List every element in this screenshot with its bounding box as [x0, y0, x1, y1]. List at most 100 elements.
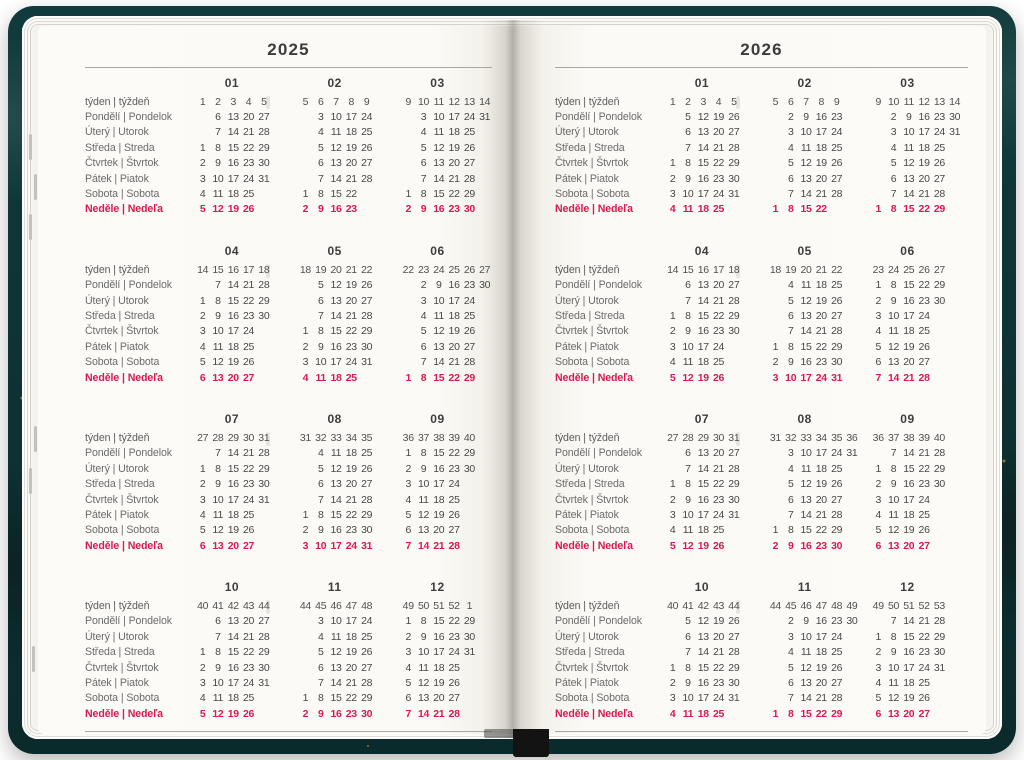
day-number: 10: [682, 340, 694, 353]
day-number: 17: [227, 172, 239, 185]
day-number: 25: [712, 707, 725, 720]
day-number: 29: [728, 309, 740, 322]
day-number: 5: [199, 524, 206, 537]
day-number: 10: [417, 478, 430, 491]
day-number: 21: [712, 646, 725, 659]
day-number: 22: [242, 141, 255, 154]
day-number: 19: [433, 508, 445, 521]
week-row-label: týden | týždeň: [555, 263, 620, 276]
day-number: 21: [712, 294, 725, 307]
day-number: 29: [463, 188, 475, 201]
day-number: 5: [405, 677, 411, 690]
day-number: 8: [787, 524, 794, 537]
day-number: 11: [418, 661, 429, 674]
day-number: 17: [903, 493, 915, 506]
day-number: 11: [800, 141, 812, 154]
day-number: 14: [697, 646, 709, 659]
day-number: 16: [697, 172, 709, 185]
day-number: 26: [361, 462, 373, 475]
ribbon-bookmark: [513, 729, 549, 757]
day-number: 3: [199, 493, 206, 506]
day-number: 15: [903, 279, 915, 292]
week-number: 12: [448, 95, 460, 108]
week-number: 4: [245, 95, 252, 108]
day-label: Pondělí | Pondelok: [85, 111, 172, 124]
day-label: Středa | Streda: [555, 478, 625, 491]
day-number: 7: [215, 126, 221, 139]
day-number: 9: [685, 325, 691, 338]
day-number: 30: [728, 325, 740, 338]
day-number: 29: [933, 630, 945, 643]
day-number: 23: [448, 203, 460, 216]
day-number: 14: [903, 188, 915, 201]
day-number: 6: [215, 111, 221, 124]
day-number: 28: [361, 677, 373, 690]
week-number: 17: [712, 263, 725, 276]
day-number: 23: [448, 462, 460, 475]
day-number: 14: [903, 615, 915, 628]
day-number: 15: [227, 646, 239, 659]
month-number: 01: [224, 76, 240, 90]
day-number: 22: [712, 309, 725, 322]
month-number: 09: [430, 412, 445, 427]
month-row-band: 10 11 12 týden | týždeň 40 41 42 43 44 44 45 46 47 48…: [555, 578, 968, 721]
right-page: 2026 01 02 03 týden | týždeň 1 2 3 4 5 5 6 7 8 9 9 10 11…: [512, 26, 986, 734]
day-number: 13: [887, 356, 900, 369]
day-number: 22: [345, 692, 357, 705]
day-number: 4: [199, 692, 206, 705]
day-number: 14: [800, 508, 812, 521]
day-number: 22: [918, 203, 930, 216]
week-number: 41: [682, 600, 694, 613]
day-number: 16: [433, 462, 445, 475]
day-number: 28: [258, 447, 270, 460]
week-row-label: týden | týždeň: [555, 95, 620, 108]
day-number: 12: [800, 294, 812, 307]
day-number: 19: [227, 203, 239, 216]
week-number: 5: [731, 95, 737, 108]
day-number: 9: [787, 539, 794, 552]
day-number: 28: [728, 646, 740, 659]
day-number: 30: [258, 478, 270, 491]
day-number: 6: [685, 126, 691, 139]
day-number: 12: [330, 646, 342, 659]
day-number: 29: [728, 157, 740, 170]
day-number: 25: [361, 126, 373, 139]
day-number: 31: [933, 661, 945, 674]
week-number: 44: [299, 600, 311, 613]
day-number: 11: [212, 188, 224, 201]
day-number: 19: [697, 539, 709, 552]
week-number: 23: [417, 263, 430, 276]
day-number: 14: [330, 493, 342, 506]
day-number: 20: [815, 172, 827, 185]
week-number: 9: [363, 95, 370, 108]
day-number: 9: [685, 493, 691, 506]
day-number: 4: [875, 677, 881, 690]
day-number: 24: [831, 447, 843, 460]
day-label: Čtvrtek | Štvrtok: [555, 661, 629, 674]
day-number: 3: [787, 630, 794, 643]
week-number: 14: [479, 95, 491, 108]
week-number: 9: [833, 95, 840, 108]
day-number: 19: [697, 371, 709, 384]
day-number: 17: [330, 356, 342, 369]
day-number: 8: [215, 294, 221, 307]
day-number: 4: [669, 203, 676, 216]
day-number: 2: [405, 462, 411, 475]
day-number: 25: [448, 661, 460, 674]
day-number: 7: [317, 172, 324, 185]
day-number: 14: [887, 371, 900, 384]
week-number: 52: [448, 600, 460, 613]
week-number: 44: [728, 600, 740, 613]
day-number: 23: [242, 157, 255, 170]
day-number: 12: [800, 478, 812, 491]
week-number: 26: [918, 263, 930, 276]
day-number: 4: [875, 508, 881, 521]
day-number: 14: [417, 707, 430, 720]
day-number: 15: [433, 615, 445, 628]
day-number: 10: [212, 493, 224, 506]
day-number: 11: [800, 462, 812, 475]
day-number: 30: [831, 539, 843, 552]
day-number: 20: [712, 447, 725, 460]
day-number: 29: [933, 462, 945, 475]
day-label: Pondělí | Pondelok: [85, 279, 172, 292]
